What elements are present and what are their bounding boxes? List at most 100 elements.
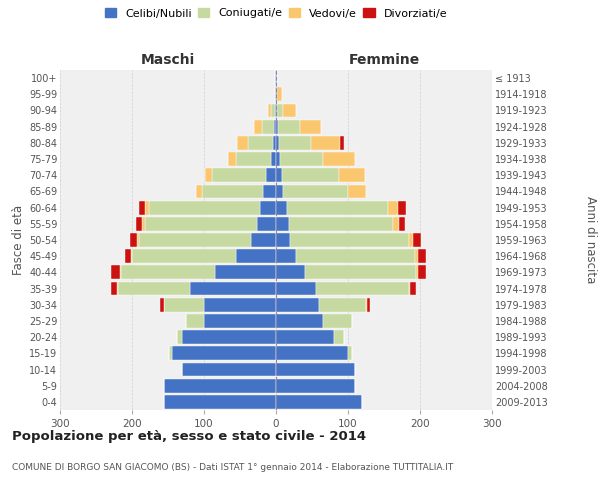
Bar (190, 282, 276, 296)
Bar (132, 250, 236, 263)
Bar (276, 217, 289, 230)
Bar (237, 136, 248, 149)
Bar (305, 266, 416, 280)
Bar (117, 282, 118, 296)
Bar (348, 346, 352, 360)
Bar (276, 395, 362, 409)
Bar (367, 298, 370, 312)
Bar (276, 298, 319, 312)
Bar (276, 104, 277, 118)
Bar (409, 282, 410, 296)
Text: COMUNE DI BORGO SAN GIACOMO (BS) - Dati ISTAT 1° gennaio 2014 - Elaborazione TUT: COMUNE DI BORGO SAN GIACOMO (BS) - Dati … (12, 463, 453, 472)
Bar (275, 71, 276, 85)
Bar (334, 330, 344, 344)
Bar (282, 168, 340, 182)
Bar (145, 200, 149, 214)
Bar (366, 298, 367, 312)
Bar (276, 88, 277, 101)
Bar (279, 136, 311, 149)
Bar (271, 152, 276, 166)
Bar (323, 152, 355, 166)
Bar (251, 233, 276, 247)
Bar (296, 250, 415, 263)
Bar (145, 217, 257, 230)
Bar (319, 298, 366, 312)
Bar (172, 346, 276, 360)
Bar (277, 88, 283, 101)
Bar (316, 282, 409, 296)
Bar (398, 200, 406, 214)
Bar (275, 104, 276, 118)
Bar (271, 104, 275, 118)
Bar (139, 233, 251, 247)
Bar (276, 250, 296, 263)
Bar (276, 200, 287, 214)
Bar (409, 233, 413, 247)
Bar (348, 184, 366, 198)
Bar (276, 330, 334, 344)
Bar (290, 233, 409, 247)
Bar (276, 152, 280, 166)
Bar (273, 136, 276, 149)
Bar (311, 136, 340, 149)
Bar (278, 120, 300, 134)
Bar (262, 120, 274, 134)
Bar (121, 266, 215, 280)
Bar (416, 266, 418, 280)
Bar (340, 168, 365, 182)
Bar (131, 250, 132, 263)
Bar (263, 184, 276, 198)
Bar (118, 282, 190, 296)
Bar (418, 250, 427, 263)
Y-axis label: Fasce di età: Fasce di età (11, 205, 25, 275)
Bar (149, 200, 260, 214)
Bar (287, 200, 388, 214)
Bar (142, 217, 145, 230)
Text: Maschi: Maschi (141, 54, 195, 68)
Bar (215, 266, 276, 280)
Bar (266, 168, 276, 182)
Bar (283, 104, 296, 118)
Bar (212, 168, 266, 182)
Bar (196, 184, 202, 198)
Bar (257, 217, 276, 230)
Bar (276, 136, 279, 149)
Bar (137, 233, 139, 247)
Bar (164, 379, 276, 392)
Bar (415, 250, 418, 263)
Bar (276, 184, 283, 198)
Bar (340, 136, 344, 149)
Bar (205, 168, 212, 182)
Bar (111, 266, 120, 280)
Bar (164, 395, 276, 409)
Bar (254, 120, 262, 134)
Bar (202, 184, 263, 198)
Bar (176, 330, 182, 344)
Legend: Celibi/Nubili, Coniugati/e, Vedovi/e, Divorziati/e: Celibi/Nubili, Coniugati/e, Vedovi/e, Di… (105, 8, 447, 18)
Bar (276, 120, 278, 134)
Bar (276, 362, 355, 376)
Bar (130, 233, 137, 247)
Text: Popolazione per età, sesso e stato civile - 2014: Popolazione per età, sesso e stato civil… (12, 430, 366, 443)
Bar (160, 298, 164, 312)
Bar (164, 298, 204, 312)
Bar (111, 282, 117, 296)
Bar (394, 217, 399, 230)
Bar (125, 250, 131, 263)
Bar (276, 379, 355, 392)
Bar (410, 282, 416, 296)
Bar (276, 346, 348, 360)
Bar (276, 168, 282, 182)
Text: Femmine: Femmine (349, 54, 419, 68)
Bar (204, 298, 276, 312)
Bar (280, 152, 323, 166)
Bar (248, 136, 273, 149)
Bar (182, 330, 276, 344)
Bar (139, 200, 145, 214)
Bar (236, 250, 276, 263)
Bar (228, 152, 236, 166)
Bar (275, 88, 276, 101)
Bar (418, 266, 427, 280)
Bar (274, 120, 276, 134)
Bar (120, 266, 121, 280)
